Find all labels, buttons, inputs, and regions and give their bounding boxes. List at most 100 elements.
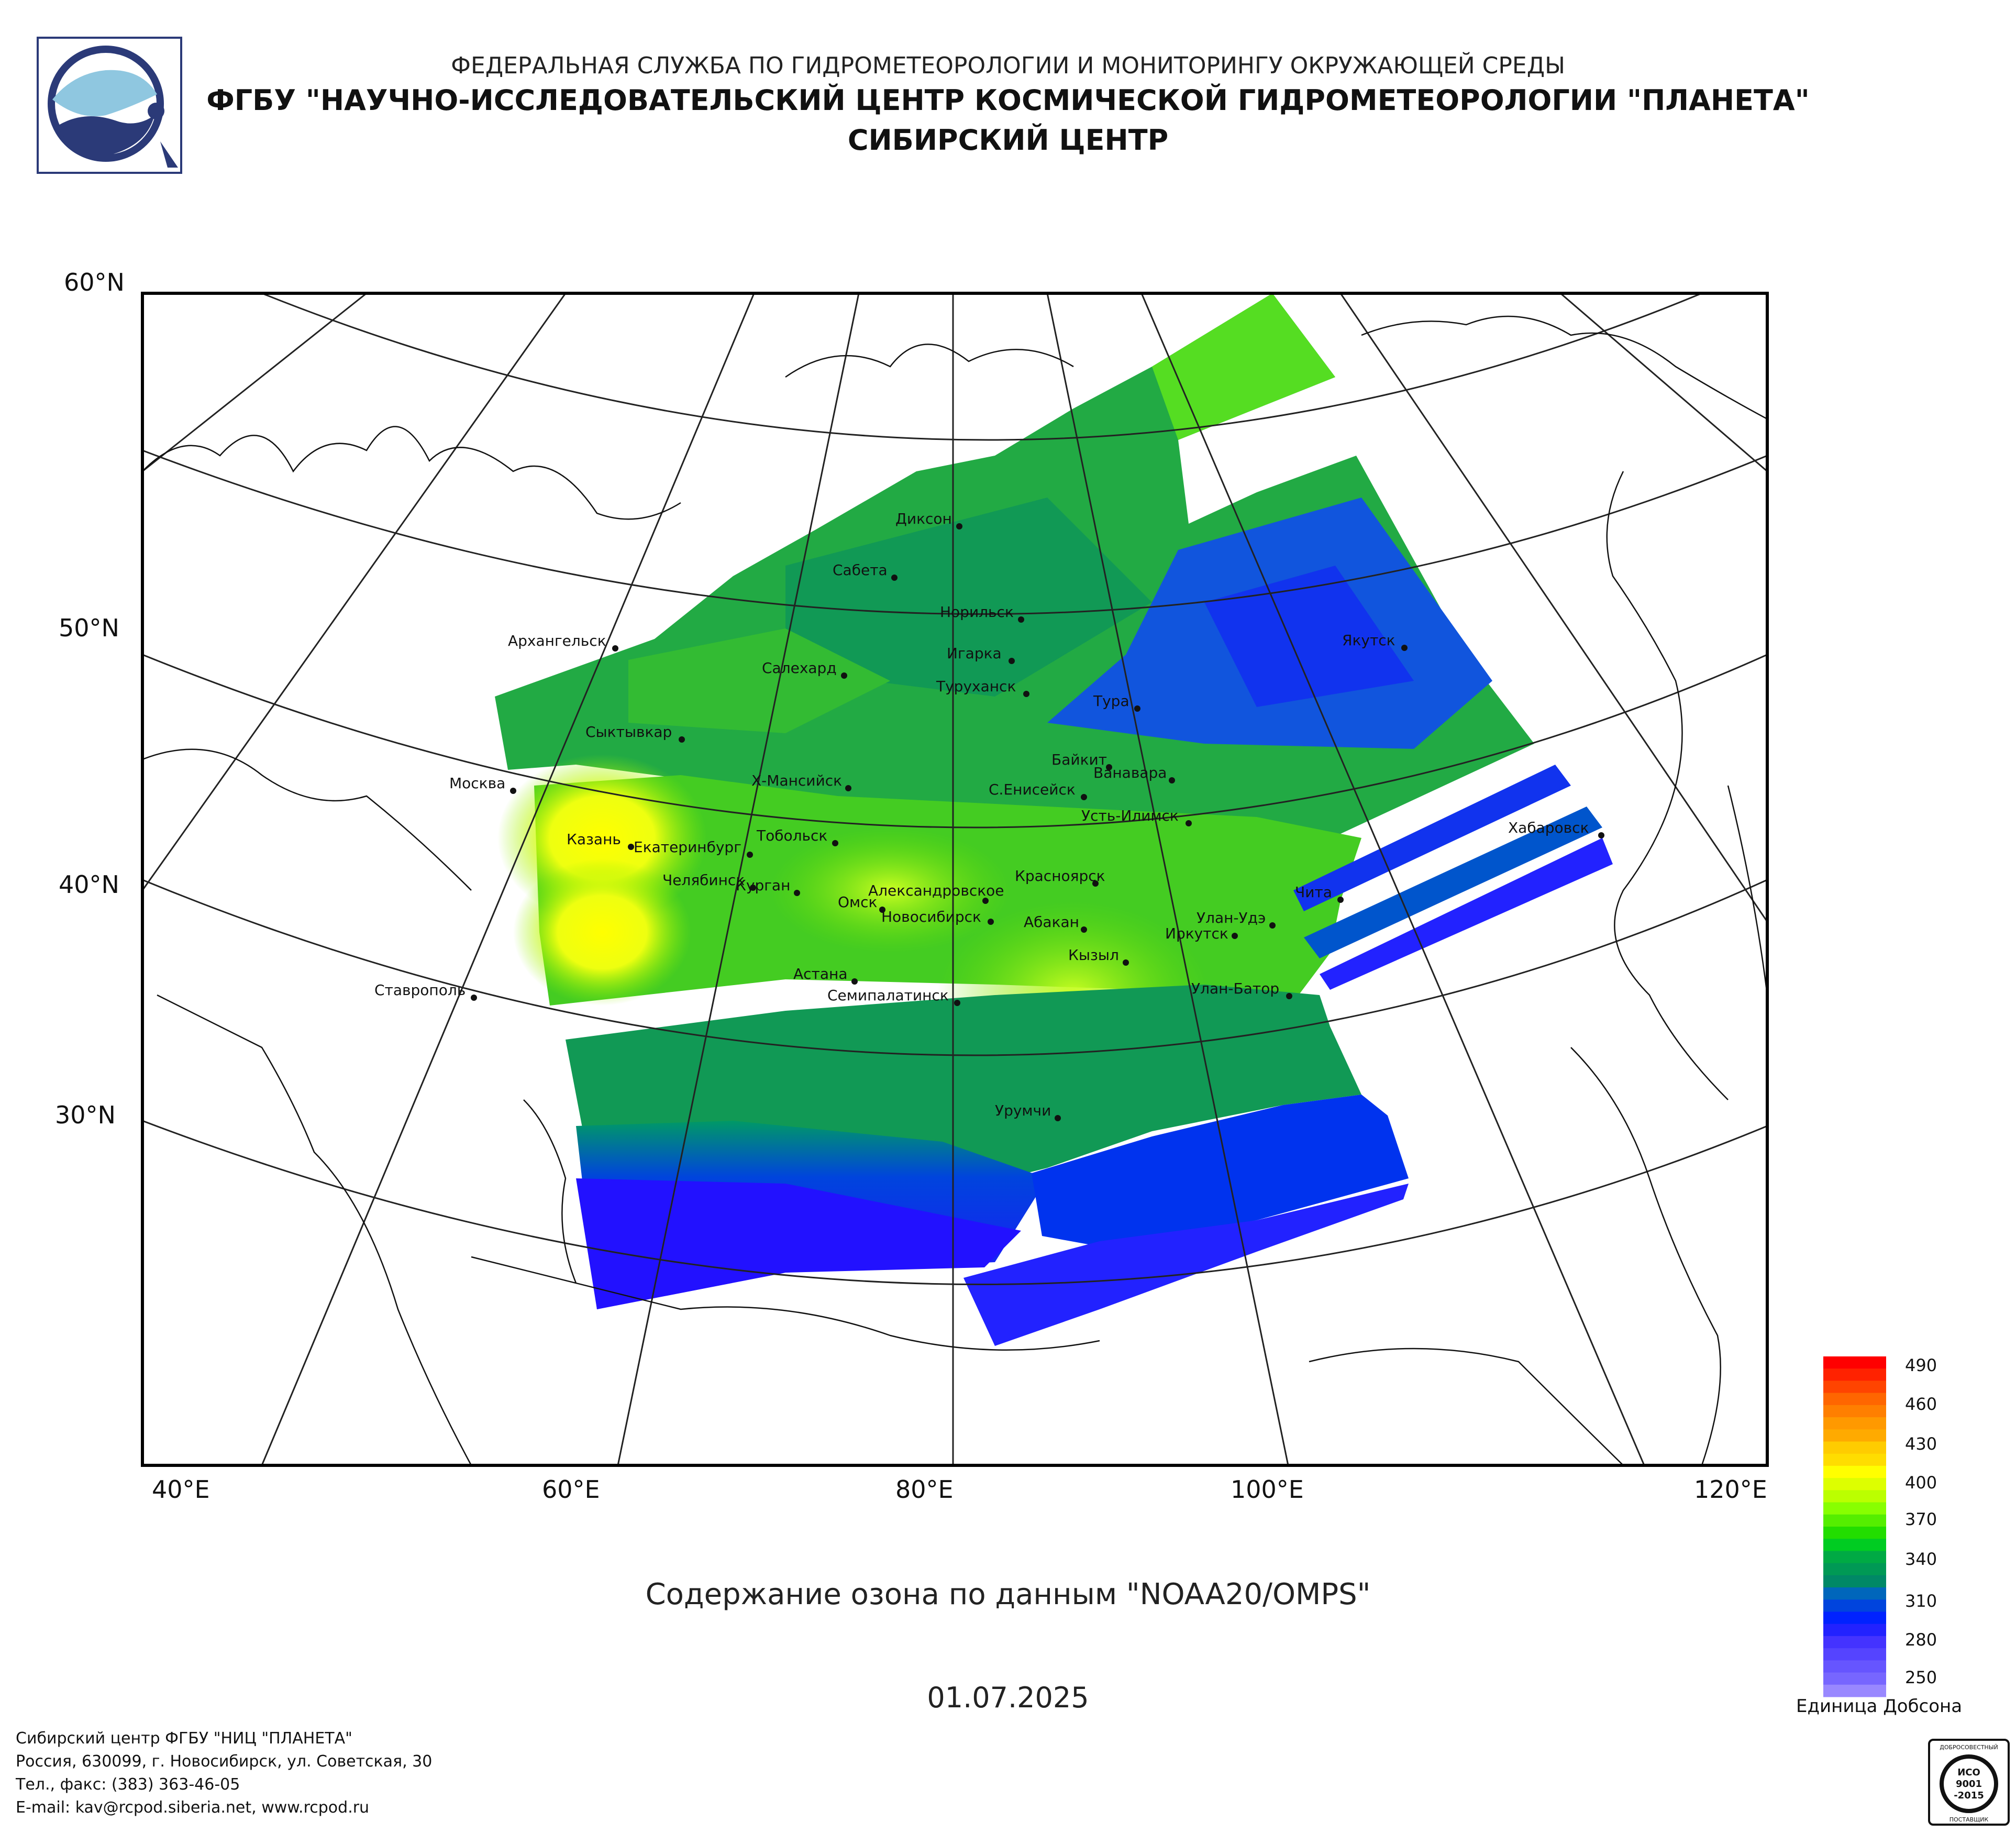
legend-swatch xyxy=(1823,1368,1886,1381)
city-dot xyxy=(1232,933,1238,939)
city-label: С.Енисейск xyxy=(989,781,1076,798)
legend-value: 280 xyxy=(1905,1630,1937,1650)
footer-email: E-mail: kav@rcpod.siberia.net, www.rcpod… xyxy=(16,1798,370,1817)
legend-swatch xyxy=(1823,1441,1886,1454)
city-dot xyxy=(1081,794,1087,800)
legend-swatch xyxy=(1823,1539,1886,1551)
legend-swatch xyxy=(1823,1624,1886,1637)
city-dot xyxy=(510,788,516,794)
footer-contacts: Сибирский центр ФГБУ "НИЦ "ПЛАНЕТА" Росс… xyxy=(16,1727,432,1819)
city-dot xyxy=(1123,959,1129,966)
legend-labels: 490 460 430 400 370 340 310 280 250 xyxy=(1905,1355,1937,1687)
city-dot xyxy=(954,1000,960,1006)
legend-swatch xyxy=(1823,1660,1886,1673)
city-dot xyxy=(612,645,618,652)
city-dot xyxy=(794,890,800,896)
legend-value: 310 xyxy=(1905,1591,1937,1611)
city-dot xyxy=(845,785,851,791)
city-dot xyxy=(1401,645,1408,651)
city-label: Москва xyxy=(449,775,505,792)
legend-swatch xyxy=(1823,1575,1886,1588)
footer-org: Сибирский центр ФГБУ "НИЦ "ПЛАНЕТА" xyxy=(16,1729,352,1748)
graticule-longitudes xyxy=(142,293,1767,1465)
city-dot xyxy=(1009,658,1015,664)
longitude-labels: 40°E 60°E 80°E 100°E 120°E xyxy=(152,1475,1767,1504)
city-label: Якутск xyxy=(1342,632,1395,649)
city-label: Улан-Батор xyxy=(1191,980,1279,997)
city-dot xyxy=(879,907,885,913)
city-dot xyxy=(1055,1115,1061,1121)
iso-mid1: ИСО xyxy=(1957,1767,1980,1778)
coastlines xyxy=(142,315,1767,1465)
lat-label: 60°N xyxy=(64,268,125,296)
city-dot xyxy=(851,978,858,985)
legend-swatch xyxy=(1823,1684,1886,1697)
city-label: Сабета xyxy=(833,561,888,579)
lat-label: 50°N xyxy=(59,614,119,642)
legend-swatch xyxy=(1823,1648,1886,1661)
legend-swatch xyxy=(1823,1478,1886,1490)
city-dot xyxy=(1018,616,1024,623)
footer-phone: Тел., факс: (383) 363-46-05 xyxy=(16,1775,240,1794)
city-dot xyxy=(471,995,477,1001)
legend-value: 490 xyxy=(1905,1355,1937,1375)
city-label: Хабаровск xyxy=(1508,819,1589,836)
header-center: СИБИРСКИЙ ЦЕНТР xyxy=(847,124,1169,157)
city-label: Улан-Удэ xyxy=(1197,909,1266,926)
legend-swatches xyxy=(1823,1356,1886,1697)
city-dot xyxy=(1081,926,1087,933)
legend-swatch xyxy=(1823,1356,1886,1369)
iso-mid2: 9001 xyxy=(1956,1779,1982,1790)
city-label: Байкит xyxy=(1051,751,1107,768)
city-label: Урумчи xyxy=(995,1102,1051,1119)
city-label: Казань xyxy=(567,831,621,848)
city-label: Абакан xyxy=(1024,913,1079,931)
footer-address: Россия, 630099, г. Новосибирск, ул. Сове… xyxy=(16,1752,433,1771)
legend-swatch xyxy=(1823,1514,1886,1527)
legend-swatch xyxy=(1823,1393,1886,1406)
legend-swatch xyxy=(1823,1672,1886,1685)
legend-value: 400 xyxy=(1905,1473,1937,1493)
legend-swatch xyxy=(1823,1563,1886,1576)
city-label: Омск xyxy=(838,893,877,911)
city-label: Челябинск xyxy=(662,871,745,889)
legend-swatch xyxy=(1823,1636,1886,1649)
legend-value: 370 xyxy=(1905,1509,1937,1529)
city-label: Игарка xyxy=(947,645,1002,662)
city-label: Тобольск xyxy=(756,827,827,844)
legend-swatch xyxy=(1823,1429,1886,1442)
city-label: Ставрополь xyxy=(374,981,466,999)
city-label: Диксон xyxy=(895,510,952,527)
legend-swatch xyxy=(1823,1599,1886,1612)
city-dot xyxy=(1186,820,1192,826)
city-dot xyxy=(1286,993,1292,999)
city-dot xyxy=(982,898,989,904)
iso-mid3: -2015 xyxy=(1954,1790,1984,1801)
city-label: Новосибирск xyxy=(881,908,981,925)
iso-bottom-text: ПОСТАВЩИК xyxy=(1949,1816,1989,1823)
planeta-logo xyxy=(37,37,182,174)
legend-value: 340 xyxy=(1905,1549,1937,1569)
city-label: Иркутск xyxy=(1165,925,1228,942)
header-organization: ФГБУ "НАУЧНО-ИССЛЕДОВАТЕЛЬСКИЙ ЦЕНТР КОС… xyxy=(206,84,1810,117)
legend-swatch xyxy=(1823,1502,1886,1515)
city-label: Сыктывкар xyxy=(585,723,672,741)
city-label: Курган xyxy=(736,877,790,894)
legend-value: 250 xyxy=(1905,1668,1937,1687)
lon-label: 40°E xyxy=(152,1475,210,1504)
legend-value: 460 xyxy=(1905,1394,1937,1414)
city-dot xyxy=(1337,897,1344,903)
lon-label: 100°E xyxy=(1231,1475,1304,1504)
city-label: Тура xyxy=(1093,692,1129,710)
city-dot xyxy=(750,885,756,891)
legend-swatch xyxy=(1823,1527,1886,1539)
city-label: Салехард xyxy=(762,659,837,677)
city-dot xyxy=(891,575,898,581)
iso-top-text: ДОБРОСОВЕСТНЫЙ xyxy=(1940,1744,1998,1751)
lon-label: 120°E xyxy=(1694,1475,1767,1504)
legend-swatch xyxy=(1823,1417,1886,1430)
city-label: Кызыл xyxy=(1068,946,1119,964)
city-dot xyxy=(747,852,753,858)
city-label: Архангельск xyxy=(508,632,606,649)
ozone-swath xyxy=(495,293,1613,1346)
